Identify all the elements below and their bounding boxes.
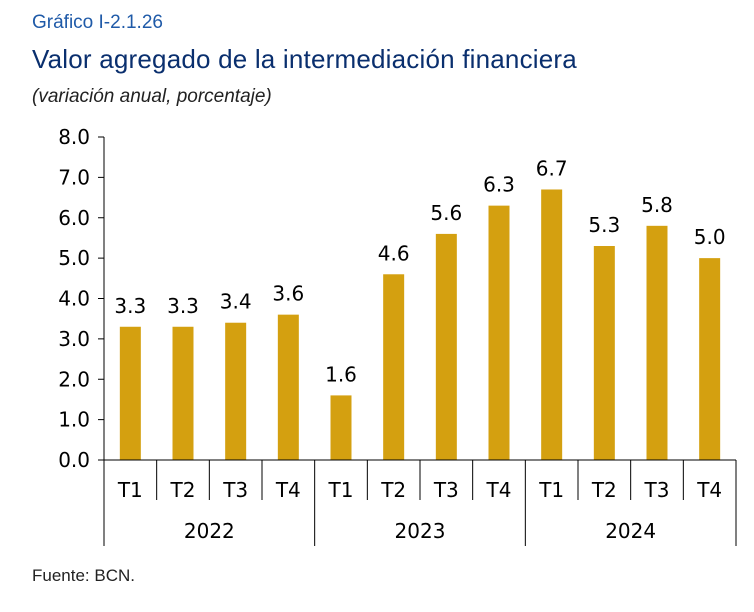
- x-tick-label: T3: [433, 478, 459, 502]
- data-label: 6.3: [483, 173, 515, 197]
- y-tick-label: 0.0: [58, 448, 90, 472]
- x-tick-label: T3: [222, 478, 248, 502]
- x-tick-label: T4: [486, 478, 512, 502]
- chart-number: Gráfico I-2.1.26: [32, 12, 163, 33]
- data-label: 6.7: [536, 156, 568, 180]
- bar: [593, 246, 615, 460]
- bar: [541, 189, 563, 461]
- bar: [119, 326, 141, 460]
- bar: [383, 274, 405, 460]
- data-label: 1.6: [325, 362, 357, 386]
- data-label: 5.8: [641, 193, 673, 217]
- data-label: 3.6: [272, 282, 304, 306]
- data-label: 3.4: [220, 290, 252, 314]
- bar: [277, 314, 299, 460]
- x-tick-label: T3: [644, 478, 670, 502]
- y-tick-label: 6.0: [58, 206, 90, 230]
- y-tick-label: 8.0: [58, 125, 90, 149]
- y-tick-label: 3.0: [58, 327, 90, 351]
- chart-title: Valor agregado de la intermediación fina…: [32, 44, 577, 74]
- data-label: 5.3: [588, 213, 620, 237]
- y-tick-label: 5.0: [58, 246, 90, 270]
- data-label: 3.3: [114, 294, 146, 318]
- bar: [172, 326, 194, 460]
- x-tick-label: T2: [380, 478, 406, 502]
- x-tick-label: T1: [117, 478, 143, 502]
- x-tick-label: T2: [170, 478, 196, 502]
- source-note: Fuente: BCN.: [32, 566, 135, 585]
- x-tick-label: T1: [538, 478, 564, 502]
- bar: [435, 233, 457, 460]
- bar: [488, 205, 510, 460]
- data-label: 5.0: [694, 225, 726, 249]
- bar: [225, 322, 247, 460]
- y-tick-label: 2.0: [58, 367, 90, 391]
- y-tick-label: 4.0: [58, 287, 90, 311]
- bar: [330, 395, 352, 460]
- y-tick-label: 1.0: [58, 408, 90, 432]
- group-label: 2022: [184, 519, 235, 543]
- group-label: 2024: [605, 519, 656, 543]
- bar: [646, 225, 668, 460]
- chart-subtitle: (variación anual, porcentaje): [32, 86, 272, 107]
- data-label: 3.3: [167, 294, 199, 318]
- x-tick-label: T4: [696, 478, 722, 502]
- x-tick-label: T4: [275, 478, 301, 502]
- x-tick-label: T1: [328, 478, 354, 502]
- data-label: 4.6: [378, 241, 410, 265]
- bar: [699, 258, 721, 460]
- group-label: 2023: [395, 519, 446, 543]
- data-label: 5.6: [430, 201, 462, 225]
- y-tick-label: 7.0: [58, 165, 90, 189]
- x-tick-label: T2: [591, 478, 617, 502]
